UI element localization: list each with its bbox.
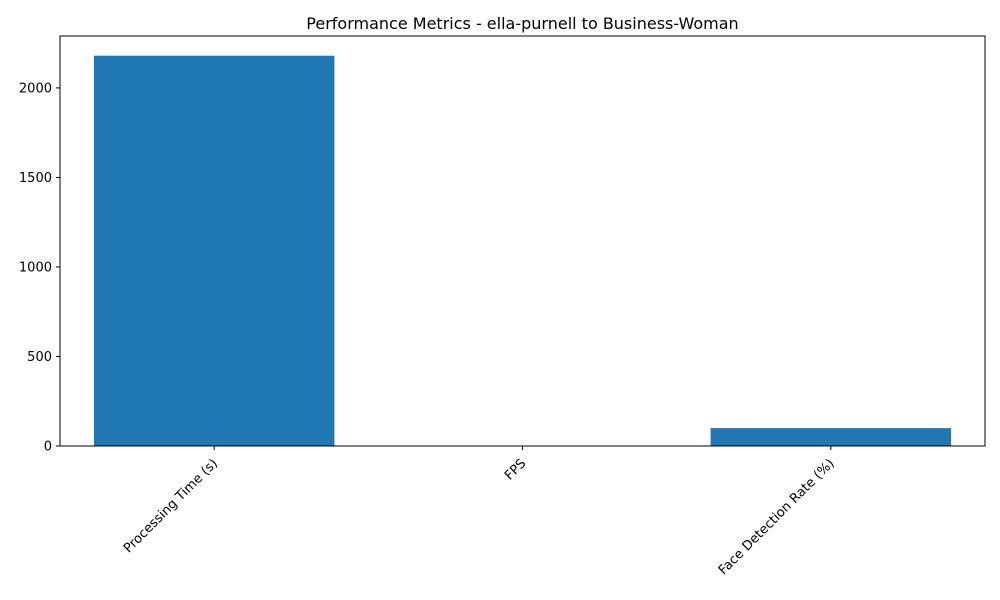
x-tick-label-0: Processing Time (s)	[121, 456, 221, 556]
x-axis: Processing Time (s) FPS Face Detection Rat…	[121, 446, 838, 578]
y-tick-label-2: 1000	[19, 260, 52, 275]
x-tick-label-2: Face Detection Rate (%)	[716, 456, 838, 578]
y-axis: 0 500 1000 1500 2000	[19, 81, 60, 455]
bar-0	[93, 55, 335, 446]
bars-layer	[93, 55, 952, 446]
y-tick-label-1: 500	[27, 350, 52, 365]
chart-title: Performance Metrics - ella-purnell to Bu…	[306, 14, 738, 33]
y-tick-label-0: 0	[44, 440, 52, 455]
y-tick-label-3: 1500	[19, 171, 52, 186]
x-tick-label-1: FPS	[502, 456, 529, 483]
bar-2	[710, 428, 952, 446]
y-tick-label-4: 2000	[19, 81, 52, 96]
